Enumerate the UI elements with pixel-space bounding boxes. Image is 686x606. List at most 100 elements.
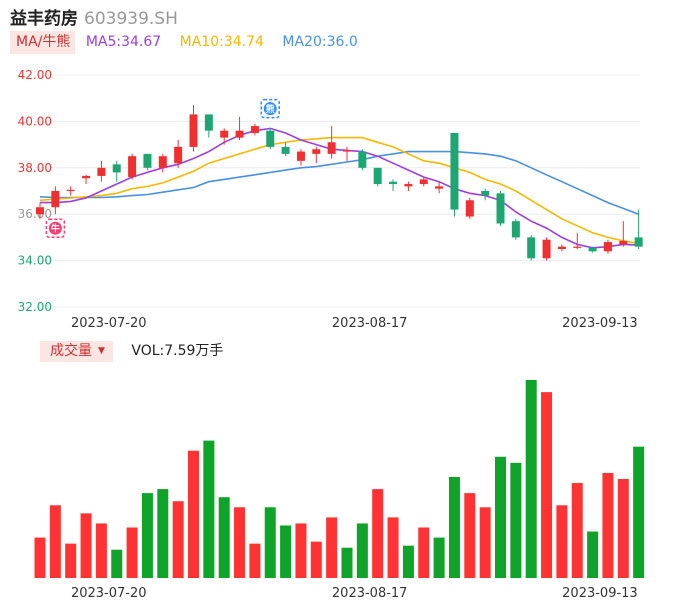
candle xyxy=(343,146,351,161)
candle xyxy=(450,133,459,217)
volume-bar xyxy=(172,501,184,578)
volume-bar xyxy=(80,513,92,578)
volume-bar xyxy=(341,547,353,578)
volume-bar xyxy=(65,543,77,578)
volume-value: VOL:7.59万手 xyxy=(131,343,224,359)
candle xyxy=(266,128,275,150)
volume-bar xyxy=(218,497,230,578)
price-x-axis: 2023-07-20 2023-08-17 2023-09-13 xyxy=(71,316,638,331)
volume-bar xyxy=(433,537,445,578)
candle-body xyxy=(419,179,428,185)
ma-indicator-tab[interactable]: MA/牛熊 xyxy=(10,31,76,54)
signal-markers: 牛熊 xyxy=(45,98,280,238)
price-y-tick-label: 38.00 xyxy=(18,161,52,175)
volume-x-tick-label: 2023-09-13 xyxy=(562,586,638,601)
candle-body xyxy=(389,181,398,185)
candle-body xyxy=(174,146,183,164)
candle-body xyxy=(358,151,367,168)
bear-marker: 熊 xyxy=(260,98,280,119)
candle-body xyxy=(158,156,167,168)
stock-name: 益丰药房 xyxy=(10,9,78,29)
volume-bar xyxy=(49,505,61,578)
volume-bar xyxy=(157,489,169,578)
candle-body xyxy=(435,186,444,189)
candle-body xyxy=(112,164,121,173)
candle-body xyxy=(82,175,91,179)
candle-body xyxy=(97,167,106,176)
ma20-line xyxy=(39,150,639,215)
candle-body xyxy=(511,221,520,238)
candle-body xyxy=(619,240,628,245)
volume-bar xyxy=(510,462,522,578)
candle xyxy=(481,188,490,201)
candle-body xyxy=(250,126,259,133)
price-y-tick-label: 42.00 xyxy=(18,68,52,82)
candle xyxy=(128,153,137,180)
candle-body xyxy=(603,242,612,252)
candle-body xyxy=(496,193,505,224)
candle-body xyxy=(36,207,44,215)
volume-bar xyxy=(34,537,46,578)
volume-bar xyxy=(464,493,476,578)
volume-bar xyxy=(356,523,368,578)
candle xyxy=(281,142,290,157)
volume-bar xyxy=(141,493,153,578)
volume-bar xyxy=(617,479,629,578)
ma-lines xyxy=(39,127,639,249)
candle xyxy=(174,139,183,168)
candle xyxy=(496,191,505,226)
ma5-legend-item: MA5:34.67 xyxy=(85,34,162,50)
bull-marker-frame xyxy=(45,218,66,238)
ma5-line xyxy=(40,127,639,249)
ma10-legend-item: MA10:34.74 xyxy=(179,34,264,50)
candle-body xyxy=(296,151,305,161)
candle-body xyxy=(128,156,137,178)
candle-body xyxy=(634,237,643,247)
candle-body xyxy=(143,153,152,168)
volume-bar xyxy=(372,489,384,578)
volume-bar xyxy=(234,507,246,578)
volume-bar xyxy=(249,543,261,578)
volume-x-axis: 2023-07-20 2023-08-17 2023-09-13 xyxy=(71,586,638,601)
candle xyxy=(204,114,213,138)
volume-x-tick-label: 2023-08-17 xyxy=(332,586,408,601)
candle-body xyxy=(527,237,536,259)
volume-bar xyxy=(402,545,414,578)
candle-body xyxy=(266,130,275,147)
bull-marker-icon xyxy=(48,221,62,235)
volume-bar xyxy=(95,523,107,578)
candle xyxy=(573,232,582,249)
candle xyxy=(634,209,643,249)
volume-bar xyxy=(448,476,460,578)
volume-bar xyxy=(556,505,568,578)
candle xyxy=(373,167,382,187)
candle-body xyxy=(573,246,582,248)
price-x-tick-label: 2023-08-17 xyxy=(332,316,408,331)
ma10-line xyxy=(39,136,639,245)
volume-bar xyxy=(111,549,123,578)
candle xyxy=(358,149,367,171)
volume-bar xyxy=(495,456,506,578)
bull-marker: 牛 xyxy=(45,218,66,238)
candle-body xyxy=(450,133,459,210)
candle xyxy=(158,153,167,173)
volume-bars xyxy=(34,380,645,578)
candle-body xyxy=(481,191,490,196)
candle-body xyxy=(66,189,75,192)
volume-bar xyxy=(295,523,307,578)
candle xyxy=(51,186,60,215)
volume-bar xyxy=(633,446,645,578)
price-y-tick-label: 36.00 xyxy=(18,207,52,221)
candle xyxy=(511,218,520,240)
volume-indicator-tab[interactable]: 成交量 ▼ xyxy=(40,341,113,362)
candle-body xyxy=(542,239,551,259)
candle xyxy=(557,244,566,252)
candle xyxy=(143,153,152,171)
stock-title: 益丰药房 603939.SH xyxy=(10,4,178,29)
candle-body xyxy=(189,114,198,147)
bear-marker-label: 熊 xyxy=(266,103,275,115)
volume-tab-label: 成交量 xyxy=(50,343,92,359)
volume-bar xyxy=(326,517,338,578)
candle xyxy=(97,160,106,182)
price-y-tick-label: 34.00 xyxy=(18,254,52,268)
